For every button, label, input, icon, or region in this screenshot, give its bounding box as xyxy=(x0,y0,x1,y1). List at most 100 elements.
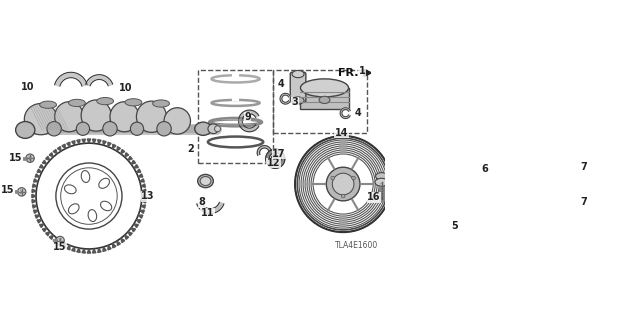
Polygon shape xyxy=(108,245,111,250)
Polygon shape xyxy=(37,169,42,172)
Polygon shape xyxy=(140,210,144,213)
Text: 4: 4 xyxy=(355,108,362,118)
Text: 2: 2 xyxy=(188,144,194,154)
Polygon shape xyxy=(141,205,145,208)
Circle shape xyxy=(341,194,345,198)
Polygon shape xyxy=(33,210,38,213)
Polygon shape xyxy=(49,153,53,157)
Polygon shape xyxy=(62,144,65,149)
Text: 16: 16 xyxy=(367,192,381,202)
Ellipse shape xyxy=(81,171,90,182)
Polygon shape xyxy=(58,241,61,245)
Polygon shape xyxy=(502,100,515,208)
Ellipse shape xyxy=(292,97,304,104)
Polygon shape xyxy=(32,194,36,198)
Circle shape xyxy=(47,122,61,136)
Ellipse shape xyxy=(497,223,501,227)
Polygon shape xyxy=(136,169,141,172)
Circle shape xyxy=(504,90,524,109)
Polygon shape xyxy=(131,160,136,164)
Circle shape xyxy=(76,122,90,135)
Ellipse shape xyxy=(15,122,35,138)
Polygon shape xyxy=(116,241,120,245)
Circle shape xyxy=(157,122,172,136)
Circle shape xyxy=(332,173,354,195)
Polygon shape xyxy=(239,110,259,132)
Text: 7: 7 xyxy=(580,162,587,172)
Text: 17: 17 xyxy=(272,149,285,159)
Ellipse shape xyxy=(460,205,471,212)
Text: 3: 3 xyxy=(292,97,298,107)
Polygon shape xyxy=(35,174,40,177)
Text: 15: 15 xyxy=(1,185,15,195)
Polygon shape xyxy=(33,184,37,187)
Ellipse shape xyxy=(200,177,211,186)
Ellipse shape xyxy=(198,174,213,188)
Ellipse shape xyxy=(152,100,170,107)
Polygon shape xyxy=(62,244,65,248)
Polygon shape xyxy=(113,144,116,149)
Circle shape xyxy=(26,154,35,163)
Polygon shape xyxy=(108,142,111,147)
Polygon shape xyxy=(45,232,50,236)
Polygon shape xyxy=(35,215,40,218)
Ellipse shape xyxy=(125,99,142,106)
Text: 11: 11 xyxy=(200,209,214,219)
Ellipse shape xyxy=(100,201,112,211)
Polygon shape xyxy=(125,235,129,239)
Polygon shape xyxy=(67,245,70,250)
Text: 15: 15 xyxy=(53,242,67,252)
Polygon shape xyxy=(54,72,87,86)
Circle shape xyxy=(17,188,26,196)
Polygon shape xyxy=(33,205,37,208)
Polygon shape xyxy=(72,247,75,252)
Polygon shape xyxy=(77,248,80,252)
Polygon shape xyxy=(535,204,559,215)
Polygon shape xyxy=(77,140,80,144)
Polygon shape xyxy=(42,160,47,164)
Text: 15: 15 xyxy=(10,153,23,163)
FancyBboxPatch shape xyxy=(300,88,349,109)
Ellipse shape xyxy=(292,70,304,78)
Polygon shape xyxy=(40,224,44,228)
Polygon shape xyxy=(257,146,271,155)
Ellipse shape xyxy=(99,178,109,188)
Polygon shape xyxy=(497,100,518,208)
Polygon shape xyxy=(103,247,106,252)
Polygon shape xyxy=(87,249,91,253)
Polygon shape xyxy=(134,224,138,228)
Text: 5: 5 xyxy=(451,220,458,230)
Circle shape xyxy=(492,195,518,221)
Ellipse shape xyxy=(300,79,349,97)
Ellipse shape xyxy=(110,102,139,132)
Circle shape xyxy=(103,122,117,136)
Text: 12: 12 xyxy=(267,158,280,168)
Polygon shape xyxy=(121,238,125,243)
Ellipse shape xyxy=(81,100,111,131)
Polygon shape xyxy=(37,220,42,223)
Ellipse shape xyxy=(461,208,470,214)
Polygon shape xyxy=(121,149,125,154)
Polygon shape xyxy=(98,140,101,144)
Polygon shape xyxy=(72,141,75,145)
Ellipse shape xyxy=(68,99,85,107)
Polygon shape xyxy=(141,200,146,203)
Polygon shape xyxy=(529,157,553,168)
Text: 6: 6 xyxy=(481,164,488,174)
Polygon shape xyxy=(113,244,116,248)
FancyBboxPatch shape xyxy=(291,72,306,102)
Polygon shape xyxy=(138,174,143,177)
Circle shape xyxy=(331,176,335,180)
Ellipse shape xyxy=(88,210,97,221)
Circle shape xyxy=(497,200,513,216)
Ellipse shape xyxy=(195,122,212,135)
Ellipse shape xyxy=(65,185,76,194)
Ellipse shape xyxy=(54,102,84,132)
Polygon shape xyxy=(128,156,132,160)
Circle shape xyxy=(501,204,508,212)
Polygon shape xyxy=(32,189,36,193)
Ellipse shape xyxy=(214,126,221,132)
Text: TLA4E1600: TLA4E1600 xyxy=(335,241,379,250)
Polygon shape xyxy=(53,238,57,243)
Ellipse shape xyxy=(97,98,113,105)
